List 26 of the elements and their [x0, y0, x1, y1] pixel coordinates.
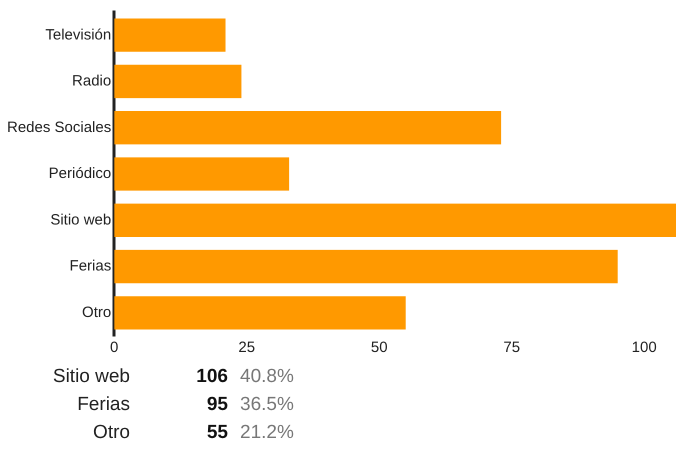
text: 21.2%: [239, 422, 295, 444]
y-tick-label: Ferias: [70, 258, 112, 275]
text: 106: [195, 366, 228, 388]
y-tick-label: Televisión: [45, 26, 112, 44]
text: 95: [206, 394, 228, 416]
bar: [114, 296, 406, 330]
text: 36.5%: [239, 394, 295, 416]
text: 55: [206, 422, 228, 444]
bar: [114, 18, 226, 52]
bar: [114, 111, 502, 144]
y-tick-label: Redes Sociales: [6, 118, 112, 136]
x-tick-label: 75: [503, 339, 520, 356]
bar: [114, 204, 676, 237]
bar: [114, 250, 618, 284]
text: 40.8%: [239, 366, 295, 388]
x-tick-label: 100: [632, 339, 657, 356]
y-tick-label: Sitio web: [50, 211, 112, 228]
bar: [114, 157, 290, 191]
y-tick-label: Periódico: [48, 165, 112, 182]
x-tick-label: 25: [238, 339, 256, 356]
x-tick-label: 50: [370, 339, 388, 356]
y-tick-label: Otro: [82, 304, 112, 321]
bar: [114, 64, 242, 98]
y-tick-label: Radio: [72, 72, 112, 90]
x-tick-label: 0: [110, 339, 118, 356]
text: Otro: [92, 422, 130, 444]
